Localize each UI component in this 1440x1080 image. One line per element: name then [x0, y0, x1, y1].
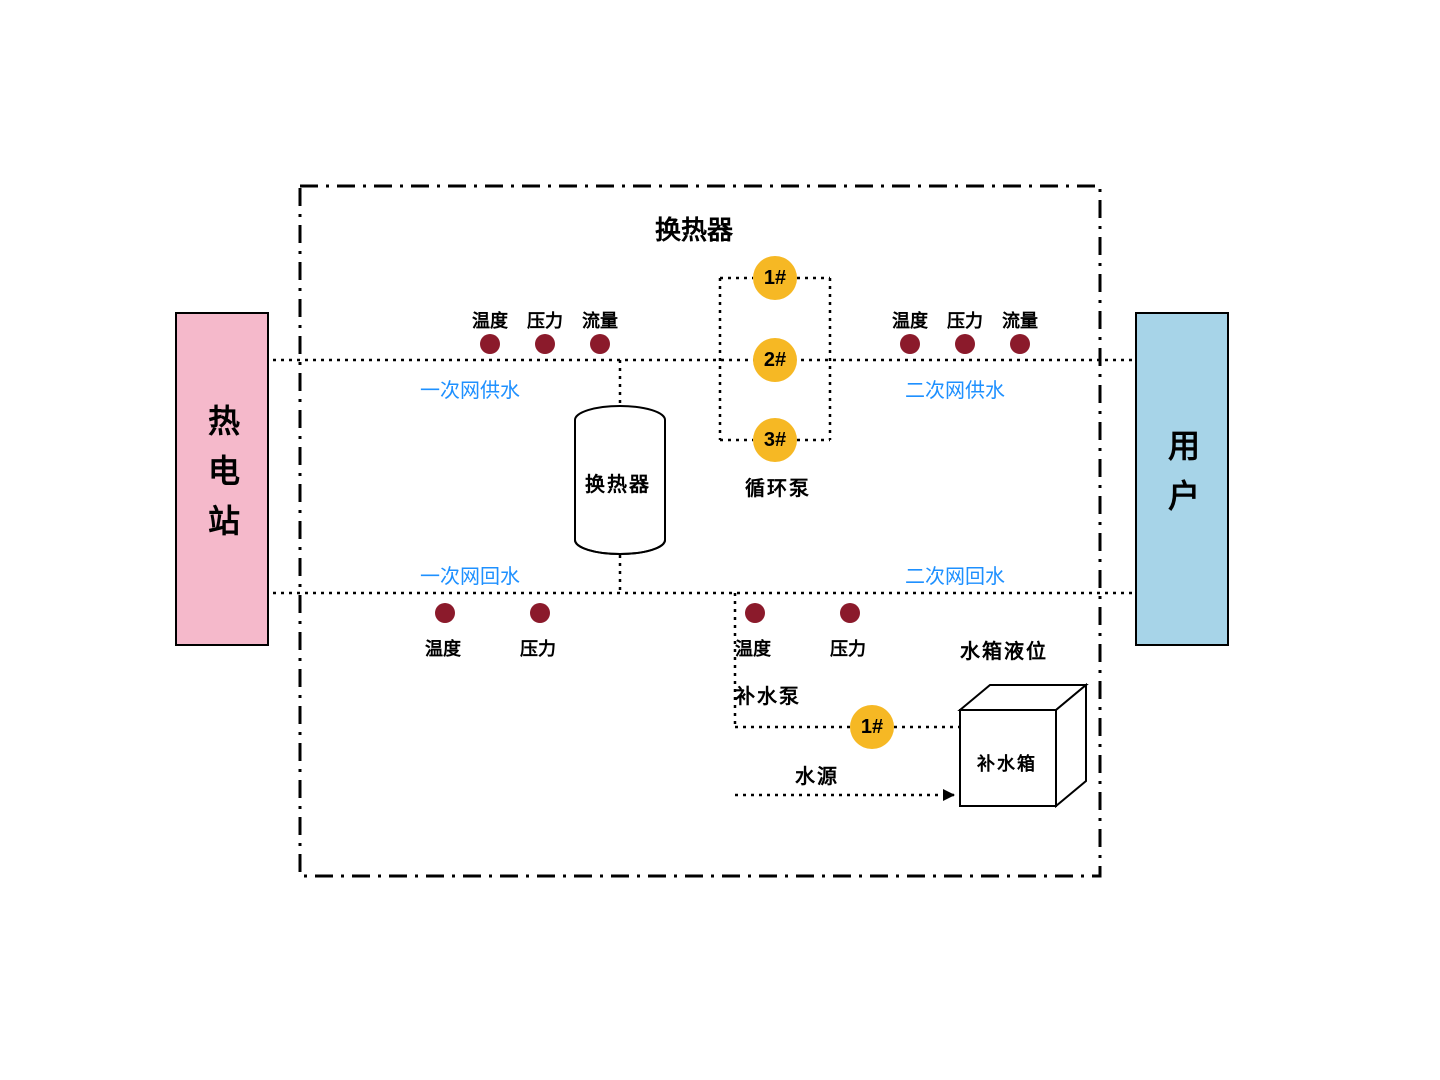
makeup-pump-1-label: 1# [861, 716, 883, 739]
sensor-label-bl-0: 温度 [425, 635, 461, 661]
sensor-dot-bl-0 [435, 603, 455, 623]
sensor-dot-tl-0 [480, 334, 500, 354]
pump-group-label: 循环泵 [745, 472, 811, 501]
heat-station-box: 热电站 [175, 312, 269, 646]
sensor-label-br-1: 压力 [830, 635, 866, 661]
heat-exchanger-label: 换热器 [585, 468, 651, 497]
heat-station-label: 热电站 [199, 404, 245, 554]
pump-2-label: 2# [764, 349, 786, 372]
sensor-label-tr-0: 温度 [892, 307, 928, 333]
sensor-dot-tl-1 [535, 334, 555, 354]
sensor-dot-br-1 [840, 603, 860, 623]
sensor-label-tl-2: 流量 [582, 307, 618, 333]
diagram-canvas: 热电站 用户 换热器 温度 压力 流量 温度 压力 流量 温度 压力 温度 压力… [0, 0, 1440, 1080]
label-supply-primary: 一次网供水 [420, 374, 520, 403]
sensor-dot-br-0 [745, 603, 765, 623]
tank-level-label: 水箱液位 [960, 635, 1048, 664]
system-title: 换热器 [655, 210, 733, 247]
sensor-dot-tr-0 [900, 334, 920, 354]
water-source-label: 水源 [795, 760, 839, 789]
user-box-label: 用户 [1159, 429, 1205, 529]
sensor-dot-tl-2 [590, 334, 610, 354]
label-return-primary: 一次网回水 [420, 560, 520, 589]
pump-2: 2# [753, 338, 797, 382]
pump-3: 3# [753, 418, 797, 462]
sensor-label-br-0: 温度 [735, 635, 771, 661]
pump-3-label: 3# [764, 429, 786, 452]
sensor-label-tr-2: 流量 [1002, 307, 1038, 333]
sensor-label-tl-0: 温度 [472, 307, 508, 333]
label-supply-secondary: 二次网供水 [905, 374, 1005, 403]
label-return-secondary: 二次网回水 [905, 560, 1005, 589]
tank-label: 补水箱 [977, 750, 1037, 776]
makeup-pump-label: 补水泵 [735, 680, 801, 709]
user-box: 用户 [1135, 312, 1229, 646]
pump-1: 1# [753, 256, 797, 300]
sensor-label-bl-1: 压力 [520, 635, 556, 661]
sensor-dot-bl-1 [530, 603, 550, 623]
sensor-dot-tr-2 [1010, 334, 1030, 354]
sensor-label-tr-1: 压力 [947, 307, 983, 333]
sensor-dot-tr-1 [955, 334, 975, 354]
makeup-pump-1: 1# [850, 705, 894, 749]
sensor-label-tl-1: 压力 [527, 307, 563, 333]
pump-1-label: 1# [764, 267, 786, 290]
